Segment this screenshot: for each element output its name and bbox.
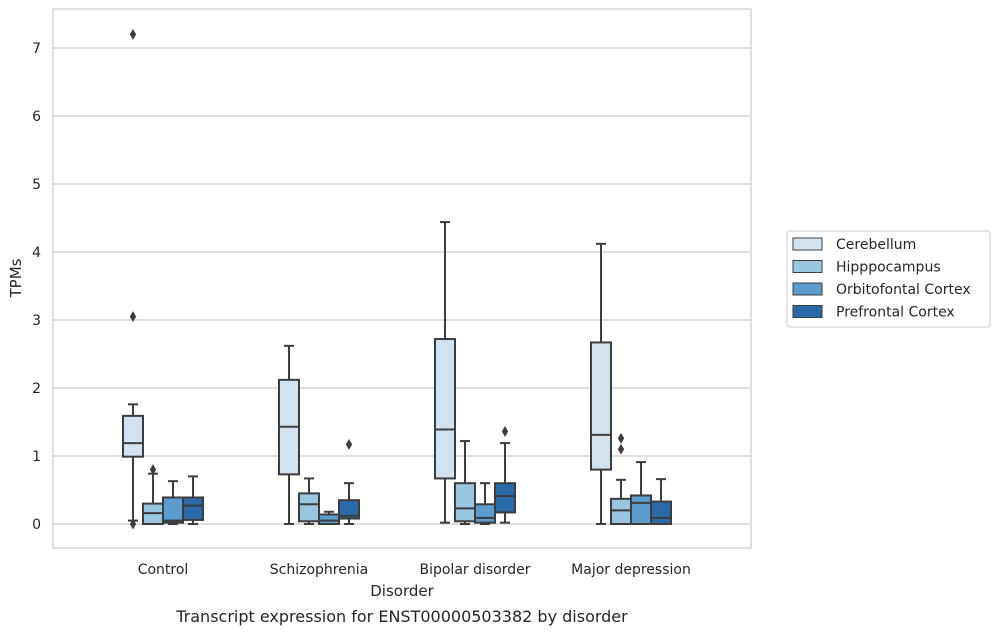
legend-label: Cerebellum (836, 237, 916, 253)
legend: Cerebellum Hipppocampus Orbitofontal Corte… (786, 230, 991, 328)
box-iqr (494, 482, 516, 514)
box (630, 461, 652, 526)
outlier-point (129, 518, 137, 530)
box (454, 440, 476, 525)
box (338, 438, 360, 525)
box-iqr (182, 496, 204, 521)
legend-item: Prefrontal Cortex (792, 305, 955, 321)
box (650, 478, 672, 525)
x-tick-labels: Control Schizophrenia Bipolar disorder Majo… (138, 562, 691, 578)
box (278, 344, 300, 525)
box-iqr (298, 492, 320, 523)
legend-frame (786, 230, 991, 328)
y-tick-label: 1 (32, 449, 41, 465)
box (318, 510, 340, 525)
outlier-point (129, 28, 137, 40)
box (122, 28, 144, 530)
box-iqr (630, 494, 652, 526)
outlier-point (345, 438, 353, 450)
box (610, 432, 632, 525)
x-tick-label: Major depression (571, 562, 691, 578)
series-hipppocampus (142, 432, 632, 526)
box (142, 464, 164, 526)
chart-caption: Transcript expression for ENST0000050338… (175, 607, 628, 626)
box (162, 480, 184, 525)
box-iqr (162, 496, 184, 524)
box-iqr (454, 482, 476, 523)
legend-swatch (792, 237, 823, 251)
outlier-point (149, 464, 157, 476)
series-orbitofontal-cortex (162, 461, 652, 526)
outlier-point (617, 443, 625, 455)
outlier-point (617, 432, 625, 444)
series-prefrontal-cortex (182, 426, 672, 525)
x-axis-label: Disorder (370, 582, 434, 600)
legend-label: Orbitofontal Cortex (836, 282, 971, 298)
legend-label: Hipppocampus (836, 260, 941, 276)
box-iqr (122, 414, 144, 458)
box-iqr (474, 503, 496, 524)
y-tick-label: 4 (32, 245, 41, 261)
x-tick-label: Schizophrenia (270, 562, 368, 578)
y-tick-label: 5 (32, 177, 41, 193)
box (434, 221, 456, 524)
box-iqr (318, 513, 340, 525)
box (182, 475, 204, 525)
grid-lines (53, 47, 751, 525)
x-tick-label: Bipolar disorder (419, 562, 530, 578)
outlier-point (501, 426, 509, 437)
outlier-point (129, 311, 137, 323)
legend-swatch (792, 305, 823, 318)
plot-frame (52, 8, 752, 549)
x-tick-label: Control (138, 562, 189, 578)
box-iqr (610, 497, 632, 525)
y-tick-label: 7 (32, 41, 41, 57)
box (494, 426, 516, 524)
y-tick-labels: 0 1 2 3 4 5 6 7 (32, 41, 41, 533)
legend-swatch (792, 282, 823, 296)
y-tick-label: 2 (32, 381, 41, 397)
legend-item: Hipppocampus (792, 260, 941, 276)
y-tick-label: 0 (32, 517, 41, 533)
y-axis-label: TPMs (7, 258, 25, 298)
box-iqr (650, 500, 672, 525)
legend-label: Prefrontal Cortex (836, 305, 955, 321)
box (590, 242, 612, 525)
legend-item: Orbitofontal Cortex (792, 282, 971, 298)
series-cerebellum (122, 28, 612, 530)
box-iqr (590, 341, 612, 471)
y-tick-label: 6 (32, 109, 41, 125)
legend-swatch (792, 260, 823, 273)
box (298, 477, 320, 525)
box (474, 482, 496, 525)
y-tick-label: 3 (32, 313, 41, 329)
box-iqr (434, 338, 456, 480)
legend-item: Cerebellum (792, 237, 916, 253)
box-series (122, 28, 672, 530)
box-iqr (338, 499, 360, 520)
